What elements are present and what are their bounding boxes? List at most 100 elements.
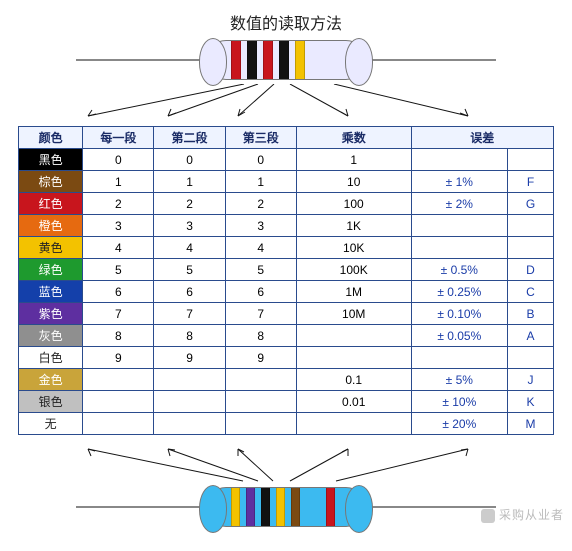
color-swatch: 橙色: [19, 215, 83, 237]
col-header: 颜色: [19, 127, 83, 149]
value-cell: 1: [154, 171, 225, 193]
tolerance-cell: [411, 215, 507, 237]
color-code-table: 颜色每一段第二段第三段乘数误差 黑色0001棕色11110± 1%F红色2221…: [18, 126, 554, 435]
value-cell: [296, 347, 411, 369]
color-swatch: 银色: [19, 391, 83, 413]
value-cell: [225, 369, 296, 391]
value-cell: [225, 413, 296, 435]
value-cell: [154, 413, 225, 435]
tolerance-cell: ± 20%: [411, 413, 507, 435]
table-row: 紫色77710M± 0.10%B: [19, 303, 554, 325]
value-cell: 5: [154, 259, 225, 281]
tolerance-cell: ± 1%: [411, 171, 507, 193]
lead-right: [366, 506, 496, 508]
value-cell: 100K: [296, 259, 411, 281]
table-row: 无± 20%M: [19, 413, 554, 435]
resistor-band: [231, 41, 241, 79]
resistor-band: [279, 41, 289, 79]
col-header: 误差: [411, 127, 553, 149]
value-cell: [296, 325, 411, 347]
code-cell: [508, 149, 554, 171]
tolerance-cell: [411, 237, 507, 259]
resistor-bottom: [18, 487, 554, 527]
code-cell: B: [508, 303, 554, 325]
value-cell: 7: [83, 303, 154, 325]
code-cell: K: [508, 391, 554, 413]
code-cell: [508, 237, 554, 259]
value-cell: 2: [225, 193, 296, 215]
table-row: 棕色11110± 1%F: [19, 171, 554, 193]
table-row: 红色222100± 2%G: [19, 193, 554, 215]
tolerance-cell: ± 0.05%: [411, 325, 507, 347]
value-cell: 0: [154, 149, 225, 171]
col-header: 乘数: [296, 127, 411, 149]
value-cell: 5: [83, 259, 154, 281]
code-cell: C: [508, 281, 554, 303]
value-cell: 9: [154, 347, 225, 369]
value-cell: [225, 391, 296, 413]
code-cell: [508, 347, 554, 369]
resistor-body: [206, 40, 366, 80]
tolerance-cell: ± 0.10%: [411, 303, 507, 325]
value-cell: 8: [225, 325, 296, 347]
table-row: 金色0.1± 5%J: [19, 369, 554, 391]
value-cell: 8: [83, 325, 154, 347]
value-cell: 10: [296, 171, 411, 193]
tolerance-cell: ± 10%: [411, 391, 507, 413]
code-cell: J: [508, 369, 554, 391]
value-cell: 1M: [296, 281, 411, 303]
col-header: 第三段: [225, 127, 296, 149]
value-cell: 0: [225, 149, 296, 171]
value-cell: 6: [154, 281, 225, 303]
value-cell: 3: [83, 215, 154, 237]
lead-left: [76, 59, 206, 61]
col-header: 第二段: [154, 127, 225, 149]
arrows-bottom: [18, 437, 554, 487]
tolerance-cell: ± 5%: [411, 369, 507, 391]
value-cell: [83, 413, 154, 435]
resistor-band: [246, 488, 255, 526]
value-cell: 9: [225, 347, 296, 369]
tolerance-cell: [411, 149, 507, 171]
resistor-band: [231, 488, 240, 526]
page-title: 数值的读取方法: [18, 10, 554, 34]
color-swatch: 紫色: [19, 303, 83, 325]
resistor-band: [276, 488, 285, 526]
value-cell: 10M: [296, 303, 411, 325]
color-swatch: 绿色: [19, 259, 83, 281]
resistor-band: [261, 488, 270, 526]
value-cell: 8: [154, 325, 225, 347]
resistor-band: [326, 488, 335, 526]
tolerance-cell: ± 0.5%: [411, 259, 507, 281]
table-row: 灰色888± 0.05%A: [19, 325, 554, 347]
value-cell: 5: [225, 259, 296, 281]
table-row: 黑色0001: [19, 149, 554, 171]
value-cell: 7: [225, 303, 296, 325]
value-cell: [296, 413, 411, 435]
value-cell: 10K: [296, 237, 411, 259]
code-cell: F: [508, 171, 554, 193]
color-swatch: 蓝色: [19, 281, 83, 303]
table-row: 绿色555100K± 0.5%D: [19, 259, 554, 281]
tolerance-cell: [411, 347, 507, 369]
value-cell: 7: [154, 303, 225, 325]
tolerance-cell: ± 0.25%: [411, 281, 507, 303]
color-swatch: 灰色: [19, 325, 83, 347]
value-cell: 0.01: [296, 391, 411, 413]
lead-left: [76, 506, 206, 508]
resistor-body: [206, 487, 366, 527]
color-swatch: 白色: [19, 347, 83, 369]
value-cell: 100: [296, 193, 411, 215]
resistor-band: [247, 41, 257, 79]
value-cell: 1: [83, 171, 154, 193]
value-cell: 1: [296, 149, 411, 171]
table-row: 蓝色6661M± 0.25%C: [19, 281, 554, 303]
code-cell: A: [508, 325, 554, 347]
color-swatch: 金色: [19, 369, 83, 391]
resistor-band: [291, 488, 300, 526]
wechat-icon: [481, 509, 495, 523]
value-cell: [83, 391, 154, 413]
code-cell: M: [508, 413, 554, 435]
resistor-band: [263, 41, 273, 79]
value-cell: 1K: [296, 215, 411, 237]
